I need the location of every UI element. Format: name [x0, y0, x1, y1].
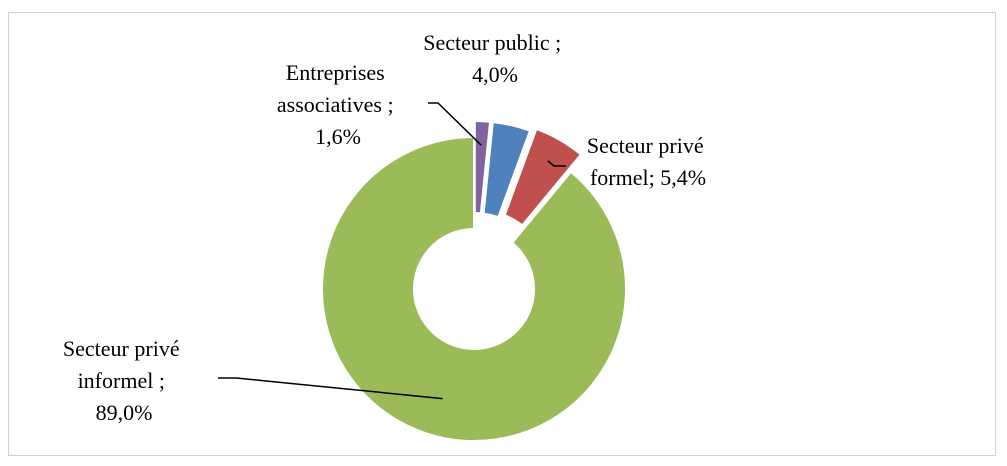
- leader-lines-group: [218, 102, 566, 400]
- data-label-associatives-line-1: Entreprises: [286, 60, 385, 85]
- data-label-informel-line-2: informel ;: [78, 368, 165, 393]
- data-label-informel: Secteur privé informel ; 89,0%: [63, 336, 185, 425]
- leader-line-associatives: [428, 102, 482, 146]
- data-label-formel: Secteur privé formel; 5,4%: [587, 133, 709, 190]
- data-label-formel-line-2: formel; 5,4%: [590, 165, 706, 190]
- data-label-associatives-line-2: associatives ;: [277, 92, 394, 117]
- slice-associatives: [473, 120, 492, 215]
- data-label-associatives-line-3: 1,6%: [315, 124, 361, 149]
- data-label-public-line-1: Secteur public ;: [423, 30, 561, 55]
- data-label-associatives: Entreprises associatives ; 1,6%: [277, 60, 399, 149]
- leader-line-informel: [218, 377, 443, 400]
- data-label-informel-line-1: Secteur privé: [63, 336, 180, 361]
- data-label-formel-line-1: Secteur privé: [587, 133, 704, 158]
- data-label-public-line-2: 4,0%: [472, 62, 518, 87]
- leader-line-formel: [547, 160, 566, 167]
- slices-group: [321, 120, 627, 442]
- slice-formel: [503, 127, 583, 227]
- slice-informel: [321, 135, 627, 442]
- data-label-public: Secteur public ; 4,0%: [423, 30, 567, 87]
- data-label-informel-line-3: 89,0%: [96, 400, 153, 425]
- slice-public: [482, 121, 532, 219]
